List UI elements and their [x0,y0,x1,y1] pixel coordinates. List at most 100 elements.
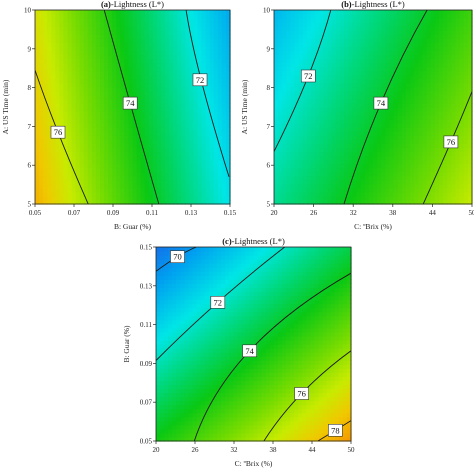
heat-cell [430,139,436,144]
heat-cell [377,54,382,60]
heat-cell [221,131,227,136]
heat-cell [132,199,138,205]
heat-cell [298,135,304,140]
heat-cell [278,155,283,161]
heat-cell [95,74,101,80]
heat-cell [434,155,440,161]
heat-cell [335,191,341,197]
heat-cell [148,46,154,52]
heat-cell [160,412,165,418]
heat-cell [315,187,320,193]
x-tick-label: 0.11 [146,209,158,217]
heat-cell [209,199,215,205]
heat-cell [225,143,231,149]
heat-cell [148,94,154,100]
heat-cell [410,66,415,72]
heat-cell [348,107,353,112]
heat-cell [278,151,283,157]
heat-cell [67,90,73,96]
heat-cell [319,70,325,76]
heat-cell [430,151,436,157]
heat-cell [79,62,85,68]
heat-cell [327,14,333,19]
heat-cell [181,54,186,60]
heat-cell [221,139,227,144]
heat-cell [225,127,231,132]
heat-cell [290,14,296,19]
heat-cell [352,195,358,201]
heat-cell [156,74,162,80]
heat-cell [348,46,353,52]
heat-cell [71,34,77,39]
heat-cell [294,135,300,140]
heat-cell [373,34,378,39]
heat-cell [120,111,125,116]
heat-cell [331,135,337,140]
heat-cell [377,135,382,140]
heat-cell [393,70,399,76]
heat-cell [165,62,170,68]
heat-cell [116,62,121,68]
heat-cell [340,102,345,108]
heat-cell [467,139,473,144]
heat-cell [397,86,403,92]
heat-cell [156,339,161,345]
heat-cell [360,10,366,15]
heat-cell [356,159,362,165]
x-tick-label: 44 [429,209,437,217]
heat-cell [176,283,181,289]
heat-cell [104,183,109,189]
heat-cell [294,34,300,39]
heat-cell [173,86,178,92]
heat-cell [430,58,436,64]
heat-cell [87,135,93,140]
heat-cell [335,163,341,169]
heat-cell [217,90,223,96]
heat-cell [459,107,465,112]
heat-cell [422,54,428,60]
heat-cell [401,111,407,116]
heat-cell [459,143,465,149]
heat-cell [71,131,77,136]
heat-cell [327,94,333,100]
heat-cell [136,111,142,116]
heat-cell [410,163,415,169]
heat-cell [193,155,199,161]
heat-cell [463,70,469,76]
heat-cell [100,50,105,56]
heat-cell [221,14,227,19]
heat-cell [132,42,138,47]
heat-cell [331,199,337,205]
heat-cell [201,18,207,23]
heat-cell [67,107,73,112]
heat-cell [389,18,395,23]
heat-cell [225,74,231,80]
heat-cell [397,30,403,35]
heat-cell [447,175,452,181]
heat-cell [360,38,366,43]
heat-cell [459,30,465,35]
heat-cell [422,191,428,197]
heat-cell [381,147,386,153]
heat-cell [311,115,316,120]
heat-cell [87,14,93,19]
heat-cell [112,115,117,120]
heat-cell [165,187,170,193]
heat-cell [467,131,473,136]
heat-cell [63,86,69,92]
heat-cell [39,163,44,169]
heat-cell [364,151,370,157]
heat-cell [364,98,370,104]
heat-cell [91,102,97,108]
heat-cell [344,115,349,120]
heat-cell [406,163,411,169]
heat-cell [152,143,158,149]
contour-label-74: 74 [373,96,389,110]
heat-cell [286,54,292,60]
heat-cell [71,82,77,88]
heat-cell [455,127,461,132]
heat-cell [290,78,296,84]
heat-cell [335,151,341,157]
heat-cell [209,175,215,181]
heat-cell [152,191,158,197]
